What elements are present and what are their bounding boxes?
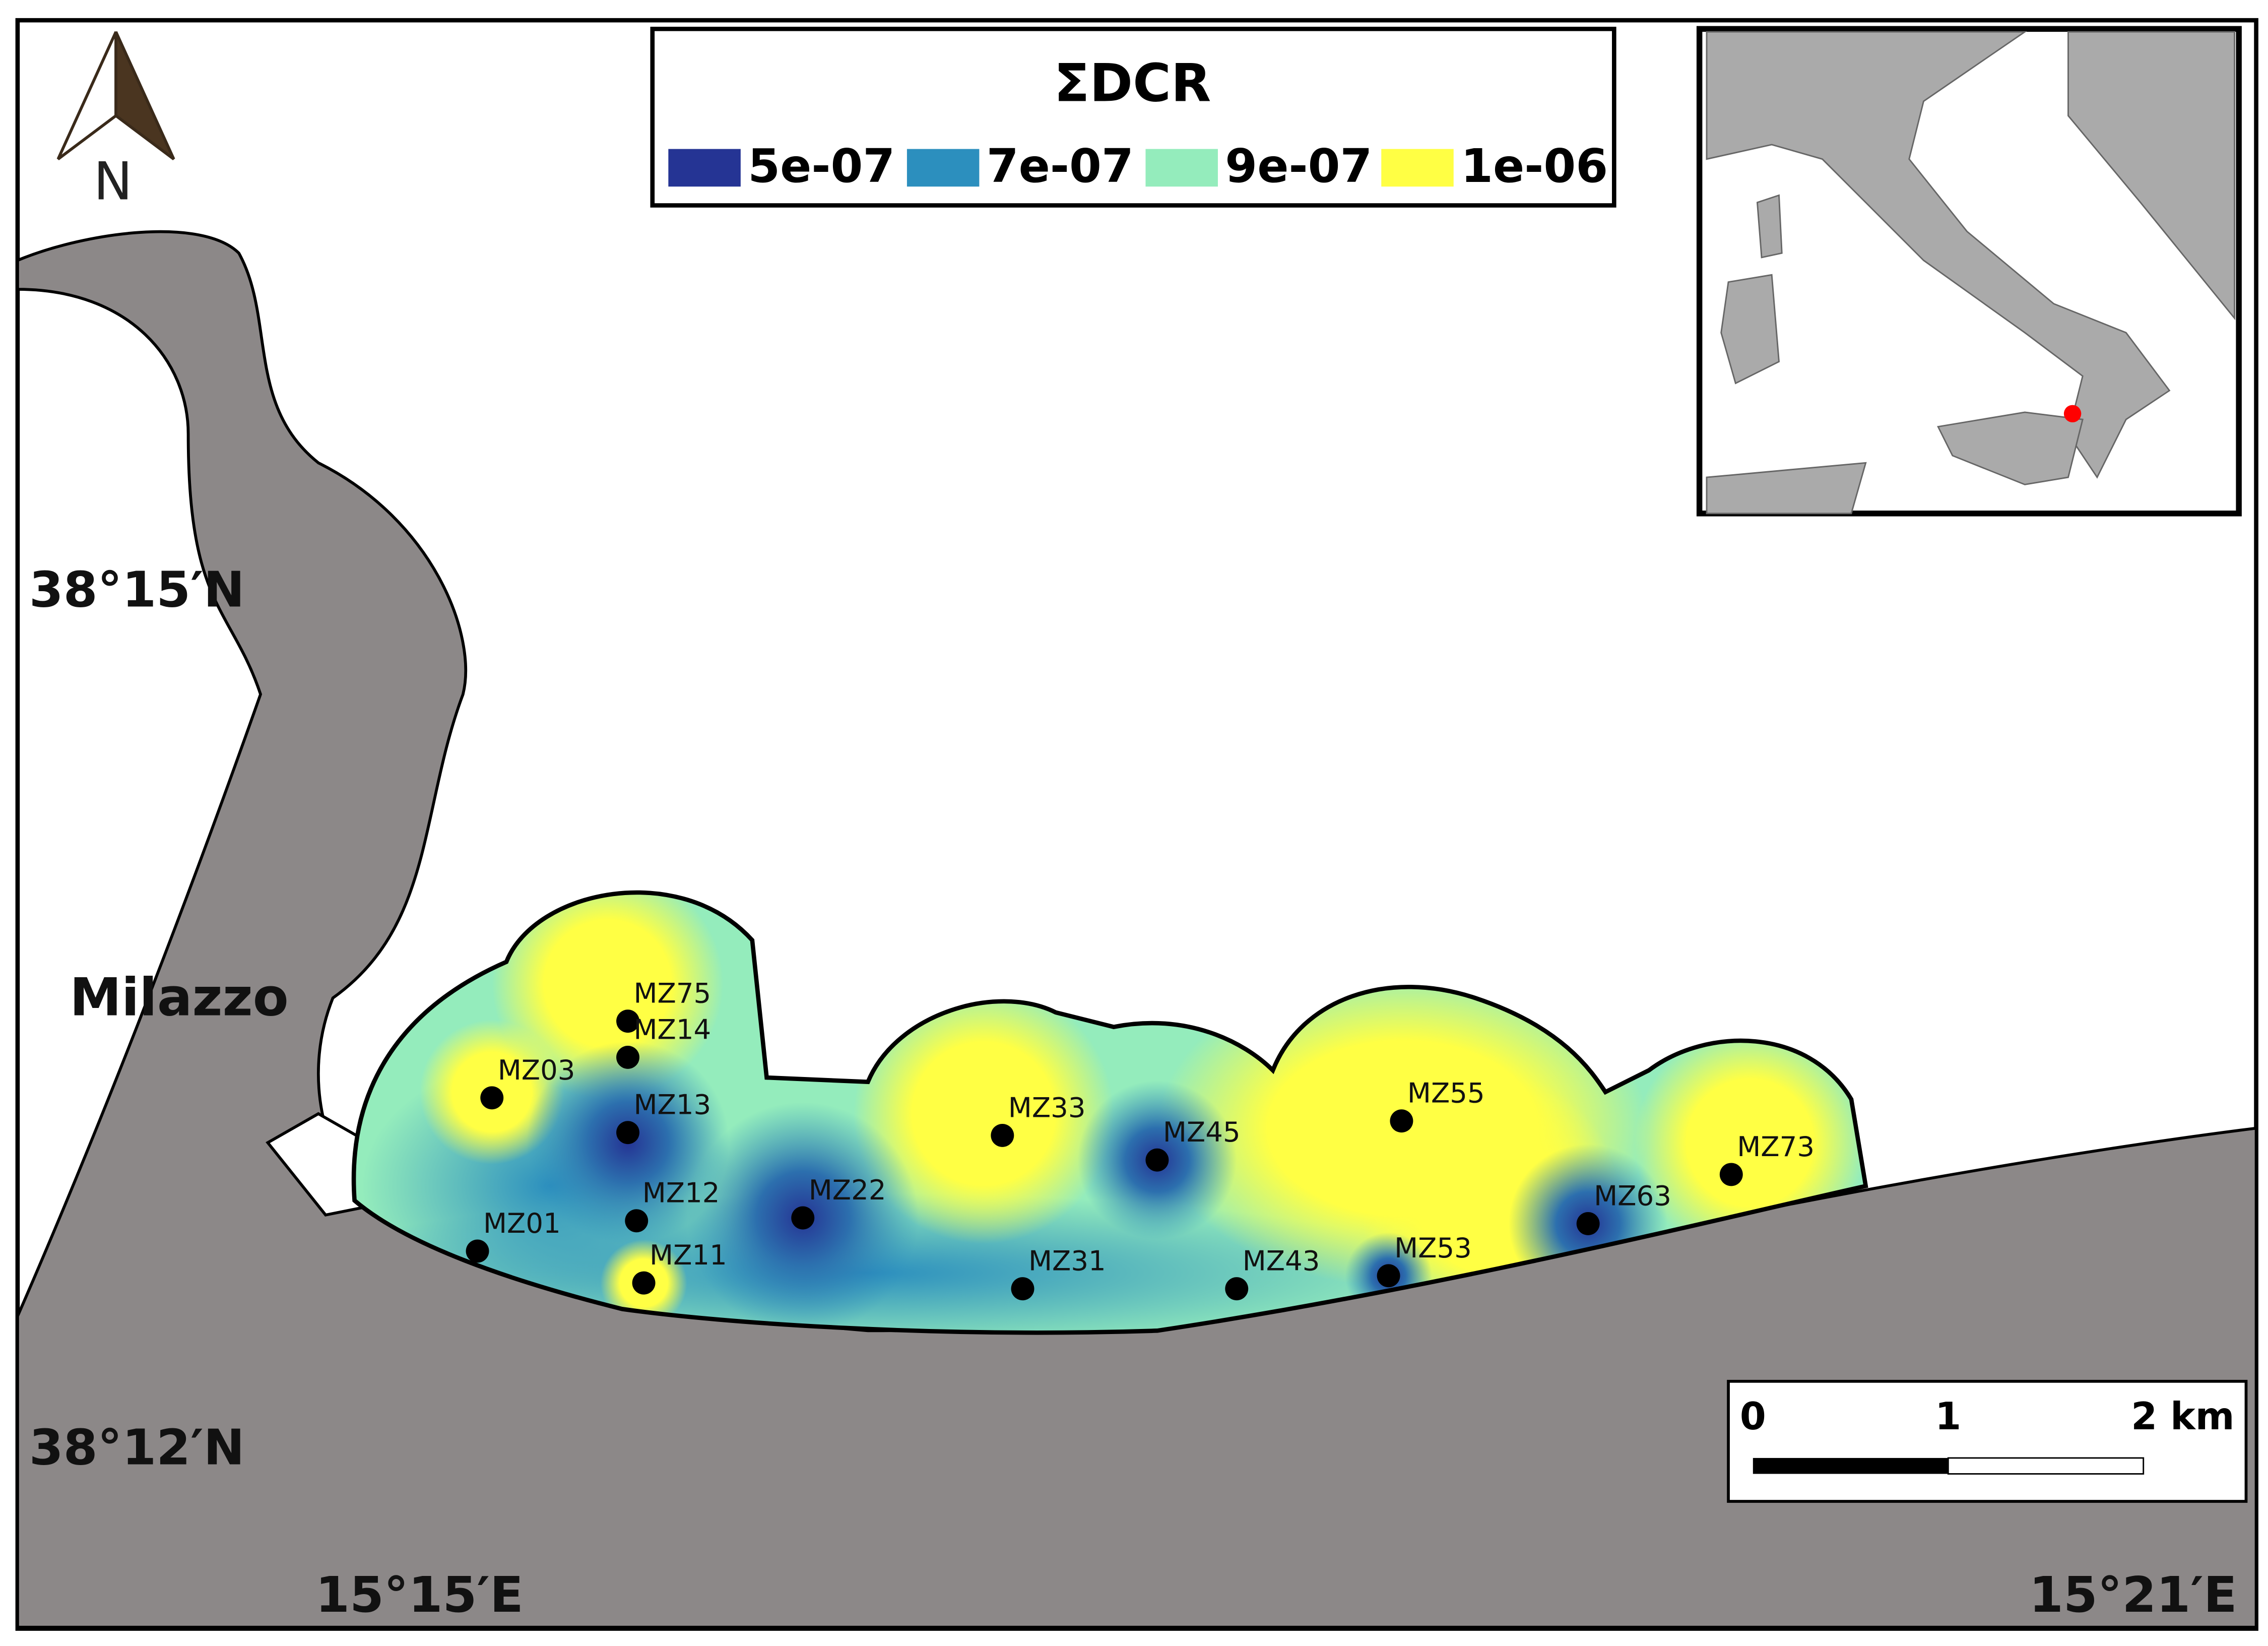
stations: MZ75 MZ14 MZ03 MZ13 MZ12 MZ01 MZ11 MZ22 MZ33 MZ31… — [466, 977, 1815, 1301]
station-marker — [625, 1209, 649, 1233]
station-label: MZ12 — [642, 1177, 720, 1209]
legend-swatch — [1381, 149, 1454, 187]
station-label: MZ14 — [633, 1013, 711, 1045]
legend-swatch — [906, 149, 980, 187]
station-label: MZ13 — [633, 1089, 711, 1121]
station-marker — [1011, 1277, 1034, 1301]
station-label: MZ63 — [1594, 1179, 1671, 1212]
station-label: MZ31 — [1028, 1245, 1106, 1277]
legend-items: 5e-07 7e-07 9e-07 1e-06 — [668, 139, 1608, 193]
inset-location — [2063, 405, 2082, 423]
station-marker — [1576, 1212, 1600, 1235]
scale-label: 2 km — [2131, 1395, 2234, 1438]
station-marker — [791, 1206, 815, 1230]
scale-label: 0 — [1740, 1395, 1766, 1438]
station-label: MZ43 — [1243, 1245, 1320, 1277]
inset-sardinia — [1720, 274, 1780, 385]
station-label: MZ11 — [650, 1239, 727, 1271]
station-marker — [991, 1123, 1014, 1147]
inset-balkans — [2067, 31, 2235, 321]
station-label: MZ22 — [809, 1174, 886, 1206]
station-marker — [1377, 1264, 1400, 1288]
station-marker — [1225, 1277, 1249, 1301]
station-label: MZ03 — [498, 1054, 575, 1086]
station-marker — [1145, 1148, 1169, 1172]
station-marker — [1719, 1163, 1743, 1186]
inset-corsica — [1756, 194, 1783, 259]
station-marker — [632, 1271, 656, 1295]
station-label: MZ45 — [1163, 1116, 1241, 1148]
station-marker — [1390, 1109, 1413, 1133]
place-label: Milazzo — [70, 967, 289, 1028]
station-marker — [466, 1239, 489, 1263]
scale-labels: 0 1 2 km — [1740, 1395, 2235, 1438]
station-label: MZ01 — [483, 1207, 561, 1239]
station-label: MZ55 — [1407, 1077, 1485, 1109]
north-label: N — [94, 152, 133, 212]
legend-label: 1e-06 — [1461, 139, 1608, 193]
scale-box — [1727, 1379, 2248, 1503]
station-label: MZ75 — [633, 977, 711, 1009]
station-label: MZ33 — [1008, 1091, 1086, 1123]
inset-italy — [1706, 31, 2171, 479]
station-label: MZ53 — [1394, 1232, 1472, 1264]
station-marker — [616, 1009, 639, 1033]
inset-africa — [1706, 462, 1867, 515]
legend-swatch — [1145, 149, 1218, 187]
lon-label: 15°21′E — [2029, 1566, 2237, 1624]
scale-segment-dark — [1753, 1458, 1949, 1474]
legend-label: 5e-07 — [748, 139, 895, 193]
station-marker — [616, 1045, 639, 1069]
legend-label: 9e-07 — [1225, 139, 1372, 193]
north-arrow-right — [114, 31, 175, 160]
legend-title: ΣDCR — [1054, 53, 1211, 114]
legend-swatch — [668, 149, 741, 187]
legend-box — [650, 27, 1616, 208]
lat-label: 38°15′N — [29, 561, 245, 619]
station-marker — [480, 1086, 504, 1110]
station-marker — [616, 1121, 639, 1145]
scale-label: 1 — [1935, 1395, 1961, 1438]
lon-label: 15°15′E — [315, 1566, 524, 1624]
legend-label: 7e-07 — [987, 139, 1134, 193]
station-label: MZ73 — [1737, 1130, 1815, 1163]
scale-segment-light — [1947, 1457, 2145, 1475]
lat-label: 38°12′N — [29, 1419, 245, 1476]
inset-sicily — [1937, 411, 2084, 485]
